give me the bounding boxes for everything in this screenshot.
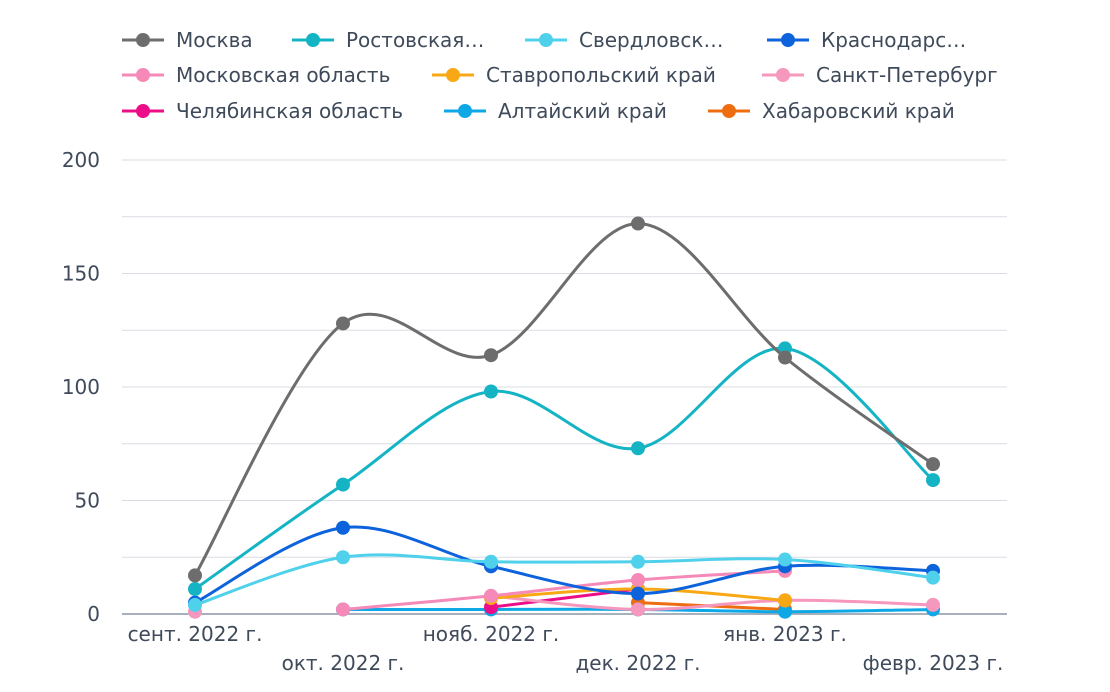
legend-label: Хабаровский край [762,99,955,123]
series-line [489,594,935,611]
series-line [193,553,935,607]
legend-marker [136,33,150,47]
data-point [631,554,645,569]
legend-marker [722,104,736,118]
data-point [484,384,498,399]
data-point [778,593,792,608]
legend-label: Челябинская область [176,99,403,123]
legend-marker [781,33,795,47]
legend-item[interactable]: Свердловск… [525,28,723,52]
legend-item[interactable]: Краснодарс… [767,28,966,52]
data-point [631,602,645,617]
legend-marker [776,68,790,82]
data-point [484,348,498,363]
legend-marker [306,33,320,47]
series-2 [188,550,940,612]
legend-item[interactable]: Алтайский край [444,99,667,123]
y-tick-label: 0 [87,602,100,626]
x-tick-label: сент. 2022 г. [128,622,263,646]
data-point [631,586,645,601]
data-point [631,441,645,456]
legend-marker [539,33,553,47]
legend-label: Ставропольский край [486,63,716,87]
data-point [926,457,940,472]
legend-label: Свердловск… [579,28,723,52]
data-point [926,597,940,612]
series-line [193,346,935,591]
series-4 [336,563,792,617]
y-tick-label: 100 [62,375,100,399]
legend-item[interactable]: Санкт-Петербург [762,63,998,87]
data-point [336,520,350,535]
data-point [336,550,350,565]
data-point [778,604,792,619]
data-point [778,552,792,567]
legend-item[interactable]: Хабаровский край [708,99,955,123]
x-axis-ticks: сент. 2022 г. окт. 2022 г. нояб. 2022 г. де… [128,622,1004,675]
legend-marker [136,104,150,118]
x-tick-label: нояб. 2022 г. [423,622,560,646]
legend-item[interactable]: Ростовская… [292,28,484,52]
data-point [926,570,940,585]
y-axis-ticks: 0 50 100 150 200 [62,148,100,626]
y-tick-label: 150 [62,262,100,286]
series-1 [188,341,940,597]
series-line [193,525,935,605]
data-point [631,216,645,231]
legend-item[interactable]: Ставропольский край [432,63,716,87]
y-tick-label: 50 [75,489,100,513]
legend-item[interactable]: Москва [122,28,253,52]
legend-item[interactable]: Челябинская область [122,99,403,123]
data-point [336,316,350,331]
x-tick-label: окт. 2022 г. [282,651,405,675]
series-3 [188,520,940,610]
legend-marker [446,68,460,82]
legend: Москва Ростовская… Свердловск… Краснодарс… М… [122,28,998,123]
series-line [341,569,787,611]
data-point [484,588,498,603]
legend-label: Санкт-Петербург [816,63,998,87]
x-tick-label: февр. 2023 г. [863,651,1004,675]
legend-label: Ростовская… [346,28,484,52]
x-tick-label: дек. 2022 г. [575,651,700,675]
legend-label: Краснодарс… [821,28,966,52]
data-point [188,597,202,612]
data-point [926,473,940,488]
legend-label: Алтайский край [498,99,667,123]
x-tick-label: янв. 2023 г. [723,622,847,646]
series-lines [188,216,940,619]
data-point [336,602,350,617]
legend-label: Московская область [176,63,390,87]
data-point [778,350,792,365]
legend-label: Москва [176,28,253,52]
legend-marker [136,68,150,82]
series-0 [188,216,940,583]
series-line [193,222,935,577]
data-point [188,568,202,583]
legend-marker [458,104,472,118]
data-point [188,582,202,597]
data-point [631,572,645,587]
data-point [484,554,498,569]
y-tick-label: 200 [62,148,100,172]
legend-item[interactable]: Московская область [122,63,390,87]
data-point [336,477,350,492]
